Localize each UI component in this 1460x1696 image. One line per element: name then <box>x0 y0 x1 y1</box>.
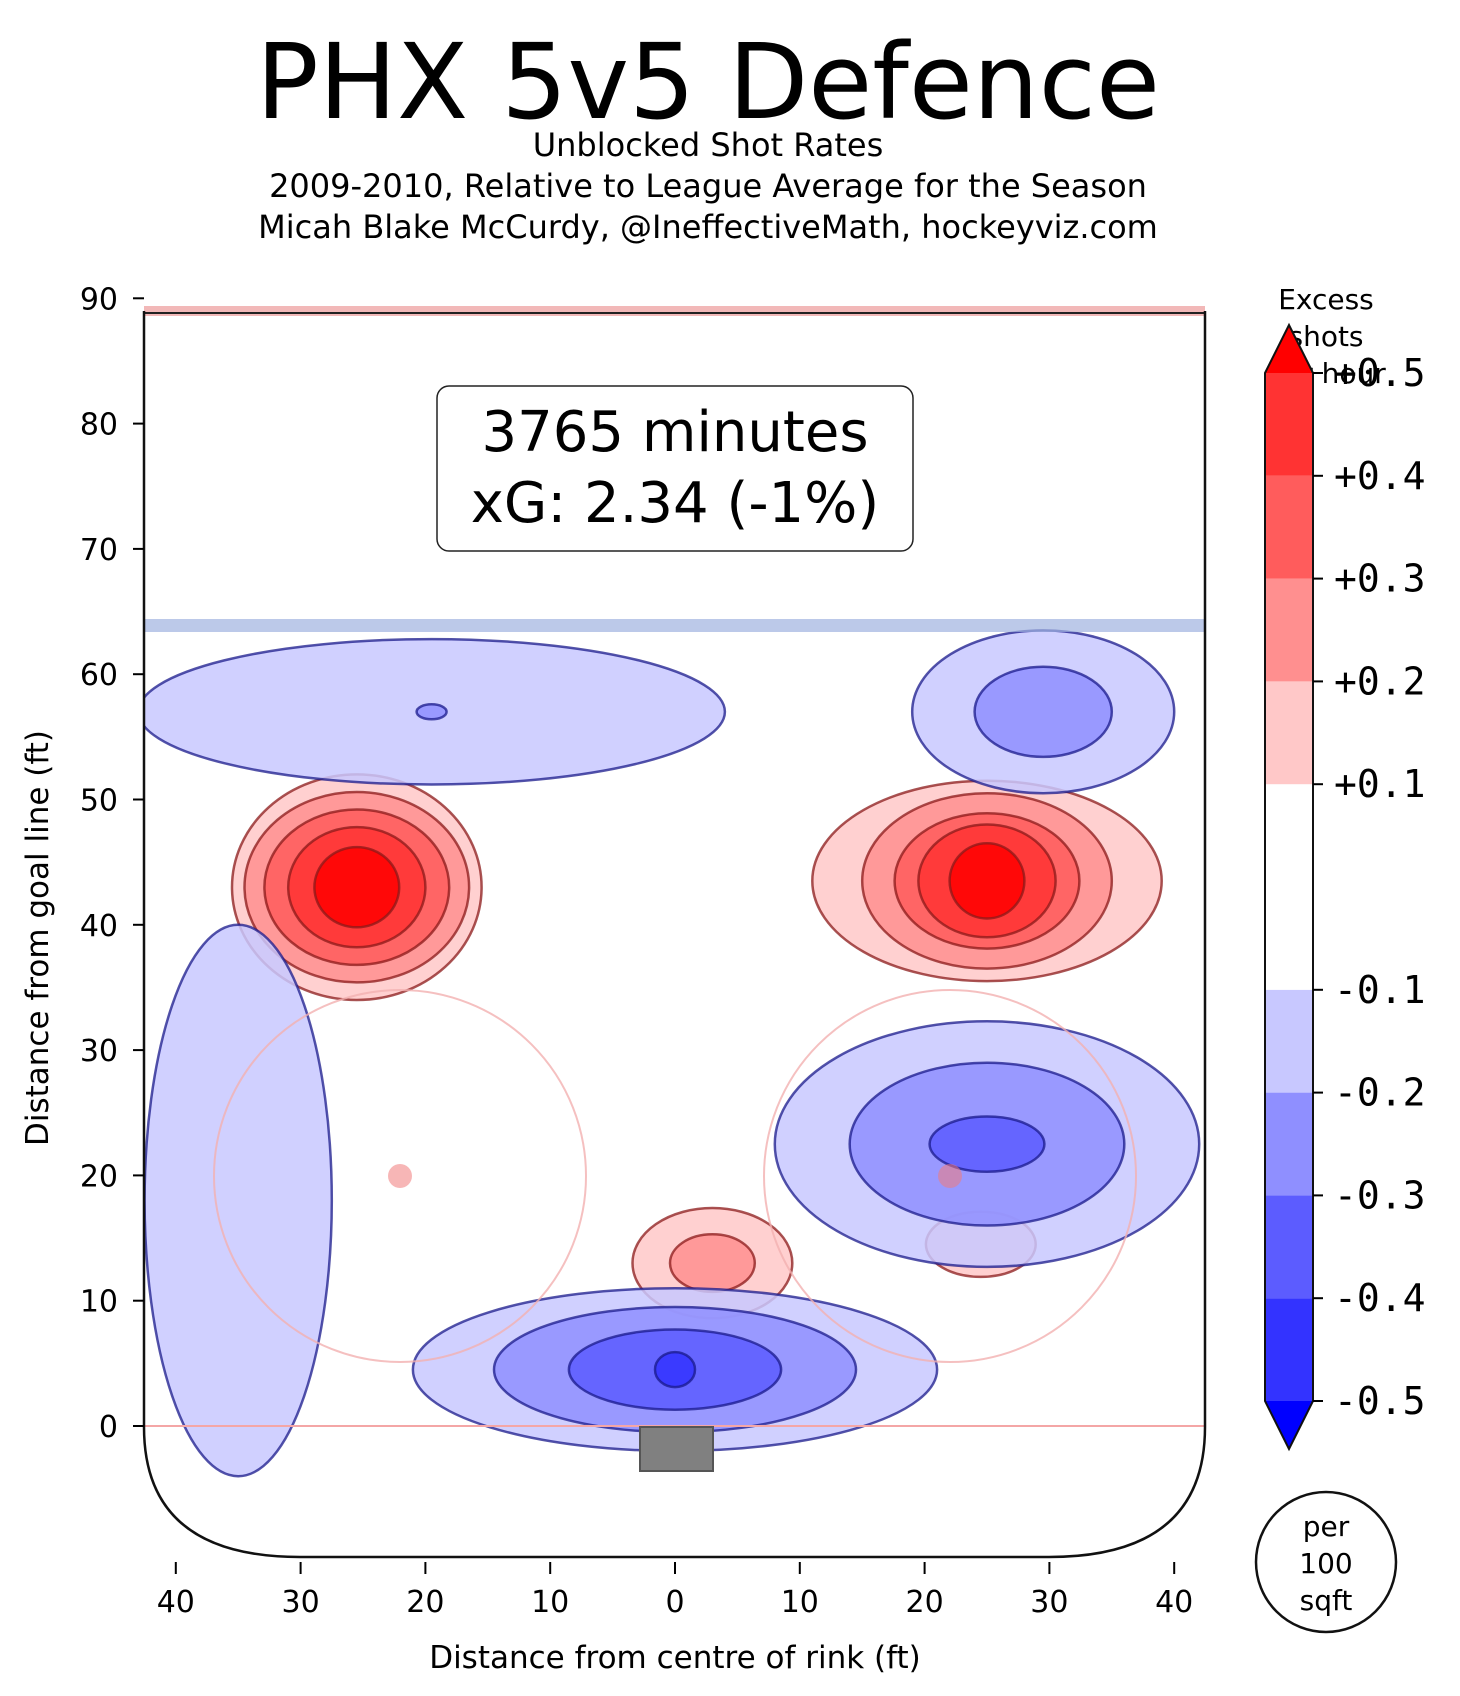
colorbar-title-1: Excess <box>1278 283 1374 316</box>
contour-crease-cold-3 <box>653 1350 697 1389</box>
xg-label: xG: 2.34 (-1%) <box>471 471 879 536</box>
colorbar-band <box>1265 1298 1313 1401</box>
rink-boards <box>142 311 1207 1559</box>
colorbar-extend-min <box>1265 1401 1313 1449</box>
colorbar-extend-max <box>1265 325 1313 373</box>
y-tick-label: 40 <box>80 909 118 944</box>
unit-line-2: 100 <box>1299 1547 1352 1580</box>
colorbar-band <box>1265 989 1313 1093</box>
unit-line-3: sqft <box>1300 1584 1353 1617</box>
x-tick-label: 10 <box>531 1585 569 1620</box>
colorbar-band <box>1265 784 1313 990</box>
colorbar-tick-label: +0.2 <box>1334 659 1426 703</box>
contour-left-high-slot-hot-4 <box>313 845 401 929</box>
goal-net <box>639 1426 714 1472</box>
colorbar-band <box>1265 373 1313 476</box>
colorbar-tick-label: +0.1 <box>1334 762 1426 806</box>
y-tick-label: 60 <box>80 658 118 693</box>
contour-right-high-slot-hot-4 <box>948 842 1026 920</box>
y-tick-label: 50 <box>80 784 118 819</box>
contour-right-point-cold-1 <box>973 665 1114 759</box>
colorbar-tick-label: +0.3 <box>1334 557 1426 601</box>
colorbar-band <box>1265 578 1313 682</box>
colorbar-band <box>1265 1195 1313 1299</box>
contour-layer <box>144 629 1201 1478</box>
x-axis: 40 30 20 10 0 10 20 30 40 <box>157 1562 1193 1620</box>
y-tick-label: 90 <box>80 282 118 317</box>
colorbar-tick-label: -0.4 <box>1334 1276 1426 1320</box>
colorbar-tick-label: +0.5 <box>1334 351 1426 395</box>
y-tick-label: 30 <box>80 1034 118 1069</box>
colorbar-tick-label: -0.1 <box>1334 968 1426 1012</box>
contour-slot-hot-1 <box>668 1233 757 1294</box>
blue-line <box>144 619 1205 632</box>
y-tick-label: 20 <box>80 1159 118 1194</box>
colorbar-tick-label: -0.3 <box>1334 1173 1426 1217</box>
annotation-box <box>436 385 914 552</box>
x-tick-label: 10 <box>781 1585 819 1620</box>
rink-markings <box>144 619 1205 1472</box>
colorbar-band <box>1265 681 1313 785</box>
y-tick-label: 70 <box>80 533 118 568</box>
x-tick-label: 30 <box>1030 1585 1068 1620</box>
left-faceoff-circle <box>213 989 587 1363</box>
contour-left-point-cold-1 <box>415 703 448 721</box>
chart-title: PHX 5v5 Defence <box>256 21 1160 143</box>
y-tick-label: 10 <box>80 1285 118 1320</box>
x-axis-label: Distance from centre of rink (ft) <box>429 1640 921 1676</box>
chart-subtitle-2: 2009-2010, Relative to League Average fo… <box>269 167 1147 205</box>
x-tick-label: 30 <box>282 1585 320 1620</box>
colorbar-tick-label: -0.2 <box>1334 1071 1426 1115</box>
y-tick-label: 80 <box>80 408 118 443</box>
colorbar-tick-label: -0.5 <box>1334 1379 1426 1423</box>
unit-line-1: per <box>1303 1510 1350 1543</box>
x-tick-label: 40 <box>1155 1585 1193 1620</box>
colorbar-band <box>1265 1092 1313 1196</box>
contour-left-boards-cold-0 <box>144 923 334 1478</box>
chart-subtitle-1: Unblocked Shot Rates <box>533 126 884 164</box>
y-tick-label: 0 <box>99 1410 118 1445</box>
colorbar-tick-label: +0.4 <box>1334 454 1426 498</box>
left-faceoff-dot <box>388 1164 412 1188</box>
x-tick-label: 40 <box>157 1585 195 1620</box>
colorbar: -0.5 -0.4 -0.3 -0.2 -0.1 +0.1 +0.2 +0.3 +0.4 +0.5 <box>1264 322 1426 1452</box>
y-axis: 0 10 20 30 40 50 60 70 80 90 <box>80 282 144 1445</box>
colorbar-band <box>1265 475 1313 579</box>
right-faceoff-dot <box>938 1164 962 1188</box>
contour-right-circle-cold-2 <box>928 1115 1046 1173</box>
x-tick-label: 0 <box>665 1585 684 1620</box>
x-tick-label: 20 <box>406 1585 444 1620</box>
right-faceoff-circle <box>763 989 1137 1363</box>
unit-circle <box>1254 1490 1398 1634</box>
minutes-label: 3765 minutes <box>482 400 869 465</box>
x-tick-label: 20 <box>906 1585 944 1620</box>
chart-subtitle-3: Micah Blake McCurdy, @IneffectiveMath, h… <box>258 208 1158 246</box>
y-axis-label: Distance from goal line (ft) <box>20 730 56 1146</box>
